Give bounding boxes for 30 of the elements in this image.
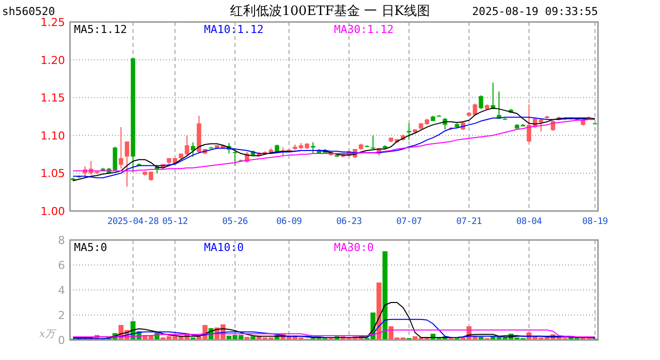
x-tick-label: 06-23 <box>336 217 362 227</box>
x-tick-label: 2025-04-28 <box>107 217 159 227</box>
y-tick-label: 1.05 <box>40 167 65 180</box>
text: MA30:1.12 <box>334 23 394 36</box>
y-tick-label: 4 <box>58 284 65 297</box>
text: MA30:0 <box>334 241 374 254</box>
x-tick-label: 07-21 <box>456 217 482 227</box>
x-tick-label: 05-26 <box>222 217 248 227</box>
y-tick-label: 8 <box>58 234 65 247</box>
text: sh560520 <box>2 5 55 18</box>
x-tick-label: 08-04 <box>516 217 542 227</box>
text: MA10:0 <box>204 241 244 254</box>
y-tick-label: 6 <box>58 259 65 272</box>
y-tick-label: 1.10 <box>40 129 65 142</box>
y-axis-title: x万 <box>39 329 57 340</box>
x-tick-label: 05-12 <box>162 217 188 227</box>
y-tick-label: 1.20 <box>40 54 65 67</box>
y-tick-label: 1.25 <box>40 16 65 29</box>
y-tick-label: 1.15 <box>40 92 65 105</box>
x-tick-label: 06-09 <box>276 217 302 227</box>
chart-title: 红利低波100ETF基金 一 日K线图 <box>230 4 430 19</box>
text: MA10:1.12 <box>204 23 264 36</box>
text: MA5:0 <box>74 241 108 254</box>
x-tick-label: 08-19 <box>582 217 608 227</box>
text: MA5:1.12 <box>74 23 127 36</box>
y-tick-label: 2 <box>58 309 65 322</box>
y-tick-label: 0 <box>58 334 65 347</box>
text: 2025-08-19 09:33:55 <box>472 5 598 18</box>
x-tick-label: 07-07 <box>396 217 422 227</box>
y-tick-label: 1.00 <box>40 205 65 218</box>
